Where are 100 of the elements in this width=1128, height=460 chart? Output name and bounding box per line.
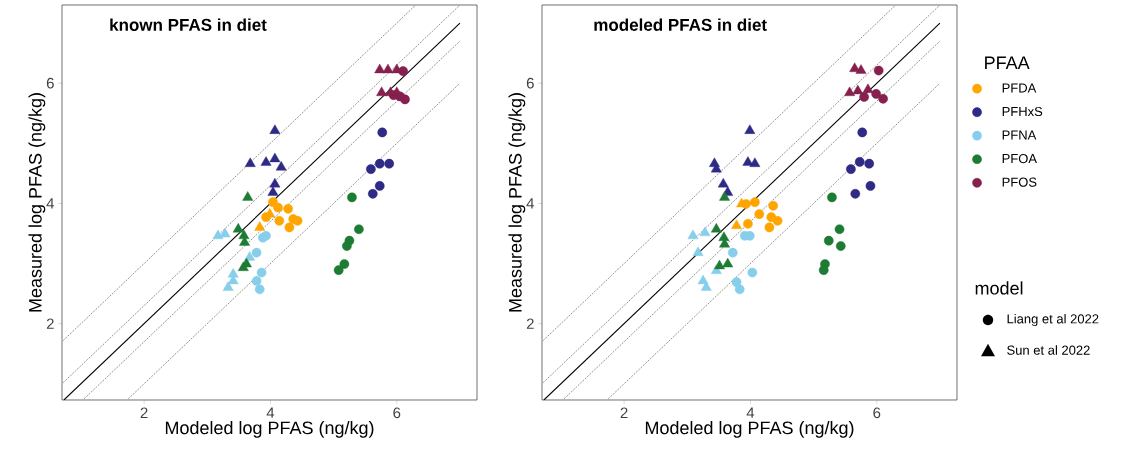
point <box>744 124 756 134</box>
point <box>242 191 254 201</box>
y-tick-label: 4 <box>46 198 55 209</box>
point <box>687 229 699 240</box>
x-tick-label: 4 <box>266 407 275 418</box>
point <box>750 197 760 207</box>
point <box>269 177 281 188</box>
x-tick-label: 2 <box>620 407 628 418</box>
point <box>374 158 385 169</box>
point <box>269 152 281 163</box>
point <box>854 157 865 167</box>
point <box>400 94 410 105</box>
y-tick-label: 2 <box>526 318 534 329</box>
point <box>862 83 874 93</box>
point <box>850 188 861 199</box>
point <box>376 86 388 96</box>
point <box>859 92 869 102</box>
point <box>846 164 856 174</box>
y-tick-label: 4 <box>526 198 535 209</box>
legend-label: PFOS <box>1002 177 1037 187</box>
point <box>852 84 864 95</box>
point <box>382 63 394 74</box>
point <box>374 181 385 191</box>
point <box>764 222 775 233</box>
x-tick-label: 6 <box>873 407 881 419</box>
y-tick-label: 6 <box>526 77 534 89</box>
point <box>710 223 722 233</box>
legend-label: PFNA <box>1002 130 1037 140</box>
legend-title: PFAA <box>985 56 1030 69</box>
point <box>267 186 279 196</box>
point <box>254 284 265 295</box>
point <box>374 63 386 74</box>
x-tick-label: 2 <box>140 407 148 418</box>
point <box>719 191 730 201</box>
point <box>700 281 712 291</box>
point <box>342 241 352 251</box>
point <box>377 127 388 138</box>
point <box>283 204 293 214</box>
point <box>354 224 364 235</box>
point <box>844 86 856 96</box>
point <box>699 226 711 237</box>
legend-label: PFHxS <box>1002 106 1043 117</box>
point <box>818 265 829 275</box>
point <box>269 124 281 134</box>
point <box>292 216 303 226</box>
point <box>827 192 837 203</box>
point <box>251 276 262 286</box>
point <box>333 265 344 275</box>
x-axis-title: Modeled log PFAS (ng/kg) <box>165 421 374 438</box>
point <box>857 127 868 138</box>
point <box>743 219 753 229</box>
x-tick-label: 4 <box>746 407 755 418</box>
point <box>717 177 729 188</box>
point <box>772 216 783 226</box>
point <box>749 157 761 167</box>
text: Liang et al 2022 <box>1007 313 1099 327</box>
point <box>366 164 376 174</box>
point <box>692 246 704 256</box>
point <box>731 219 742 229</box>
point <box>865 181 876 191</box>
point <box>878 93 888 104</box>
point <box>754 209 765 220</box>
text: Sun et al 2022 <box>1007 345 1090 355</box>
point <box>864 158 874 169</box>
point <box>835 241 846 251</box>
text: known PFAS in diet <box>110 18 267 31</box>
point <box>367 188 378 199</box>
legend-label: PFDA <box>1002 83 1037 93</box>
point <box>768 201 778 211</box>
point <box>251 247 262 258</box>
point <box>237 261 249 271</box>
point <box>256 267 267 278</box>
point <box>347 192 357 203</box>
point <box>232 223 244 233</box>
point <box>823 235 834 246</box>
y-axis-title: Measured log PFAS (ng/kg) <box>508 93 526 312</box>
point <box>855 64 867 74</box>
point <box>284 222 295 233</box>
y-axis-title: Measured log PFAS (ng/kg) <box>28 93 46 312</box>
point <box>274 216 285 226</box>
text: model <box>975 281 1023 295</box>
point <box>275 161 287 171</box>
point <box>714 259 725 270</box>
point <box>339 259 350 269</box>
point <box>273 202 283 213</box>
point <box>834 224 845 235</box>
point <box>384 158 394 169</box>
x-tick-label: 6 <box>393 407 401 419</box>
point <box>747 267 758 278</box>
point <box>734 284 745 295</box>
y-tick-label: 2 <box>46 318 54 329</box>
point <box>727 247 738 258</box>
x-axis-title: Modeled log PFAS (ng/kg) <box>645 421 854 438</box>
point <box>722 257 734 268</box>
legend-label: PFOA <box>1002 153 1037 164</box>
point <box>244 157 256 167</box>
point <box>260 156 272 166</box>
point <box>254 221 266 231</box>
point <box>873 65 884 76</box>
text: modeled PFAS in diet <box>594 18 767 31</box>
